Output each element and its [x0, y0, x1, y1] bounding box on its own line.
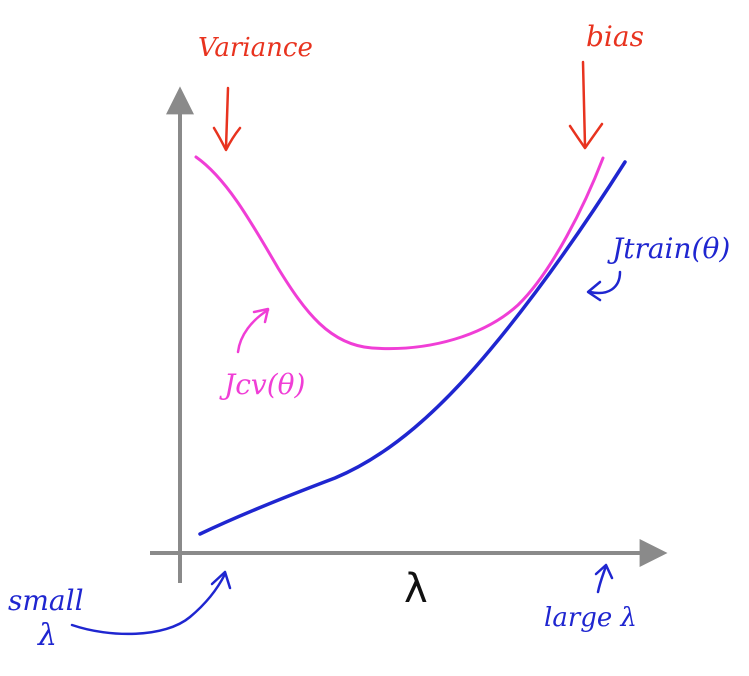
jtrain-label: Jtrain(θ) [607, 232, 730, 265]
jcv-pointer-arrow [236, 307, 270, 354]
jtrain-curve [198, 160, 627, 536]
bias-arrow [568, 60, 604, 150]
small-label: small [8, 584, 84, 617]
variance-label: Variance [198, 33, 313, 63]
bias-label: bias [586, 20, 644, 53]
small-lambda-arrow [70, 570, 232, 636]
small-lambda-label: λ [37, 618, 57, 653]
variance-arrow [212, 86, 242, 152]
large-lambda-arrow [594, 563, 614, 594]
large-lambda-label: large λ [544, 603, 637, 633]
jcv-label: Jcv(θ) [219, 368, 305, 401]
jcv-curve [194, 155, 605, 351]
lambda-axis-label: λ [404, 566, 428, 612]
jtrain-pointer-arrow [586, 270, 622, 302]
